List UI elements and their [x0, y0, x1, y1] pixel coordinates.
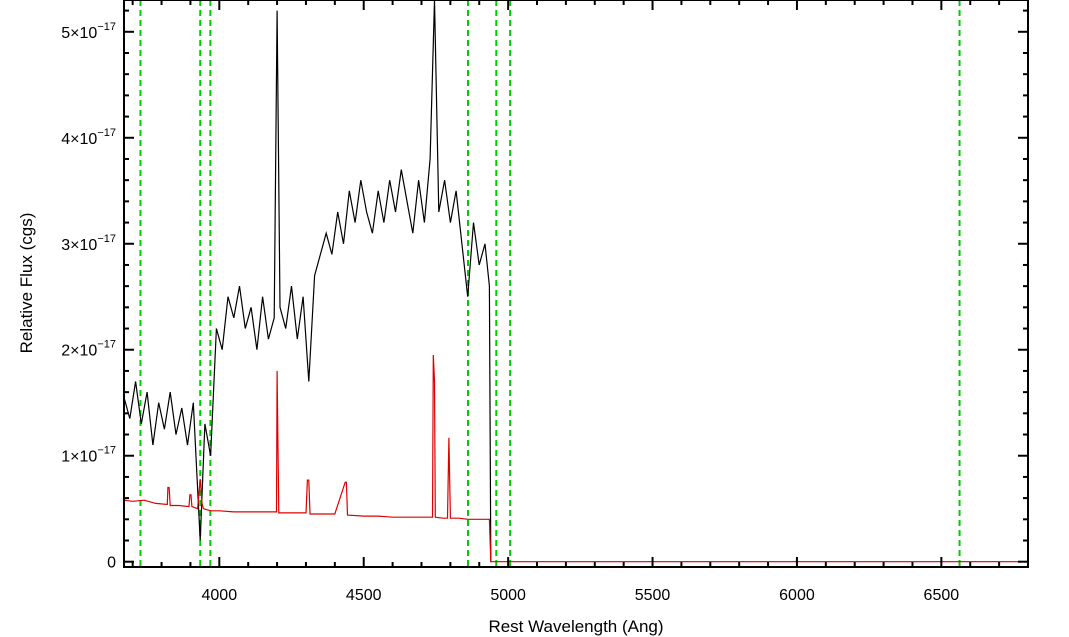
- x-tick-label: 5000: [490, 587, 526, 604]
- y-axis: 0 1×10−17 2×10−17 3×10−17 4×10−17 5×10−17: [61, 9, 1028, 572]
- plot-frame: [123, 0, 1029, 568]
- x-tick-label: 6500: [924, 587, 960, 604]
- x-tick-label: 4500: [346, 587, 382, 604]
- spectrum-series: [123, 0, 1028, 563]
- x-tick-label: 4000: [202, 587, 238, 604]
- x-tick-label: 5500: [635, 587, 671, 604]
- y-tick-label: 5×10−17: [61, 21, 116, 42]
- y-tick-label: 1×10−17: [61, 445, 116, 466]
- y-tick-label: 0: [107, 555, 116, 572]
- y-tick-label: 3×10−17: [61, 233, 116, 254]
- series-line: [123, 354, 1028, 563]
- y-tick-label: 4×10−17: [61, 127, 116, 148]
- series-line: [123, 0, 492, 562]
- x-axis-title: Rest Wavelength (Ang): [488, 617, 663, 636]
- x-tick-label: 6000: [779, 587, 815, 604]
- x-axis: 4000 4500 5000 5500 6000 6500: [131, 0, 1029, 604]
- y-tick-label: 2×10−17: [61, 339, 116, 360]
- emission-line-markers: [139, 0, 961, 567]
- y-axis-title: Relative Flux (cgs): [17, 213, 36, 354]
